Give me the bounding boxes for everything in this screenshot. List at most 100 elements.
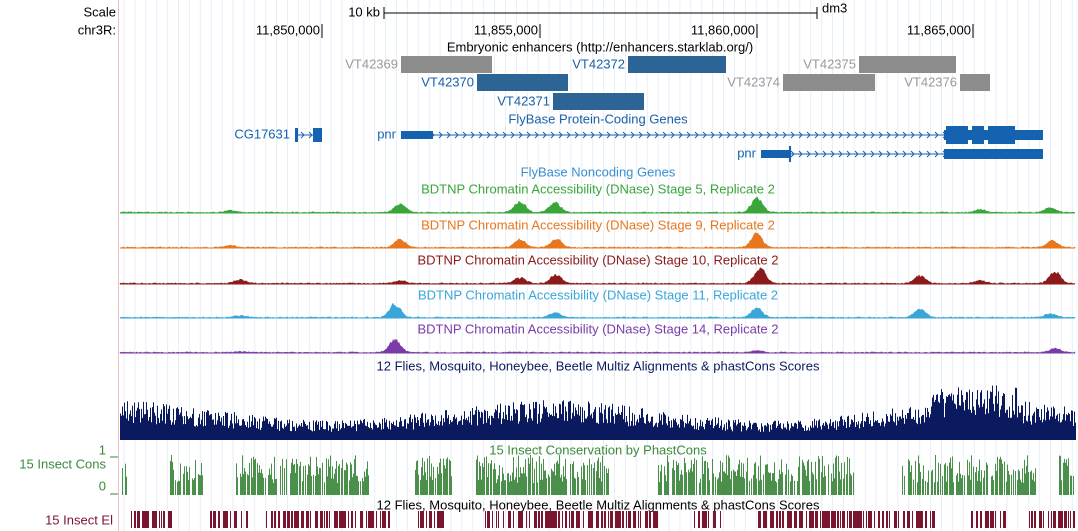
conserved-element [266, 511, 267, 528]
conserved-element [320, 511, 323, 528]
strand-arrow [638, 131, 643, 139]
conserved-element [898, 511, 899, 528]
strand-arrow [822, 150, 827, 158]
strand-arrow [542, 131, 547, 139]
conserved-element [241, 511, 242, 528]
conserved-element [368, 511, 371, 528]
conserved-element [638, 511, 639, 528]
track-left-label: 15 Insect Cons [19, 456, 106, 471]
enhancer-label: VT42371 [497, 93, 550, 108]
conserved-element [283, 511, 286, 528]
strand-arrow [686, 131, 691, 139]
conserved-element [992, 511, 994, 528]
conserved-element [376, 511, 377, 528]
conserved-element [159, 511, 160, 528]
conserved-element [382, 511, 384, 528]
conserved-element [596, 511, 599, 528]
conserved-element [1034, 511, 1036, 528]
conserved-element [496, 511, 497, 528]
conserved-element [591, 511, 593, 528]
conserved-element [990, 511, 992, 528]
conserved-element [794, 511, 797, 528]
track-title: 15 Insect Conservation by PhastCons [489, 442, 707, 457]
strand-arrow [798, 131, 803, 139]
exon [972, 126, 984, 144]
conserved-element [1058, 511, 1060, 528]
conserved-element [310, 511, 311, 528]
strand-arrow [862, 131, 867, 139]
strand-arrow [710, 131, 715, 139]
track-title: FlyBase Protein-Coding Genes [508, 111, 688, 126]
strand-arrow [622, 131, 627, 139]
conserved-element [518, 511, 521, 528]
strand-arrow [718, 131, 723, 139]
strand-arrow [910, 150, 915, 158]
conserved-element [815, 511, 818, 528]
strand-arrow [662, 131, 667, 139]
conserved-element [847, 511, 848, 528]
strand-arrow [782, 131, 787, 139]
conserved-element [863, 511, 864, 528]
conserved-element [1073, 511, 1075, 528]
conserved-element [492, 511, 493, 528]
conserved-element [131, 511, 132, 528]
conserved-element [429, 511, 432, 528]
conserved-element [329, 511, 330, 528]
conserved-element [987, 511, 989, 528]
conserved-element [985, 511, 988, 528]
conserved-element [705, 511, 707, 528]
conserved-element [271, 511, 273, 528]
strand-arrow [934, 150, 939, 158]
strand-arrow [822, 131, 827, 139]
conserved-element [163, 511, 165, 528]
conserved-element [799, 511, 801, 528]
enhancer-box [401, 56, 492, 73]
strand-arrow [758, 131, 763, 139]
phastcons-bars [122, 455, 1074, 495]
conserved-element [534, 511, 537, 528]
grid [123, 0, 1073, 531]
conserved-element [649, 511, 651, 528]
conserved-element [779, 511, 781, 528]
enhancer-label: VT42370 [421, 74, 474, 89]
strand-arrow [846, 150, 851, 158]
conserved-element [522, 511, 523, 528]
strand-arrow [454, 131, 459, 139]
signal [119, 338, 1076, 354]
conserved-element [487, 511, 490, 528]
strand-arrow [902, 131, 907, 139]
conserved-element [853, 511, 856, 528]
strand-arrow [854, 131, 859, 139]
conserved-element [976, 511, 978, 528]
track-title: BDTNP Chromatin Accessibility (DNase) St… [421, 181, 775, 196]
conserved-element [918, 511, 921, 528]
conserved-element [610, 511, 613, 528]
conserved-element [702, 511, 705, 528]
conserved-element [995, 511, 996, 528]
signal [119, 267, 1076, 285]
conserved-element [366, 511, 367, 528]
conserved-element [806, 511, 807, 528]
conserved-element [341, 511, 343, 528]
strand-arrow [854, 150, 859, 158]
strand-arrow [918, 150, 923, 158]
conserved-element [1048, 511, 1049, 528]
conserved-element [1031, 511, 1033, 528]
conserved-element [437, 511, 439, 528]
conserved-element [645, 511, 648, 528]
conserved-element [720, 511, 721, 528]
conservation-bars [120, 385, 1076, 440]
conserved-element [1051, 511, 1052, 528]
conserved-element [520, 511, 522, 528]
conserved-element [1029, 511, 1030, 528]
conserved-element [422, 511, 424, 528]
strand-arrow [790, 131, 795, 139]
conserved-element [558, 511, 560, 528]
strand-arrow [478, 131, 483, 139]
conserved-element [554, 511, 557, 528]
conserved-element [545, 511, 548, 528]
strand-arrow [926, 150, 931, 158]
conserved-element [604, 511, 606, 528]
